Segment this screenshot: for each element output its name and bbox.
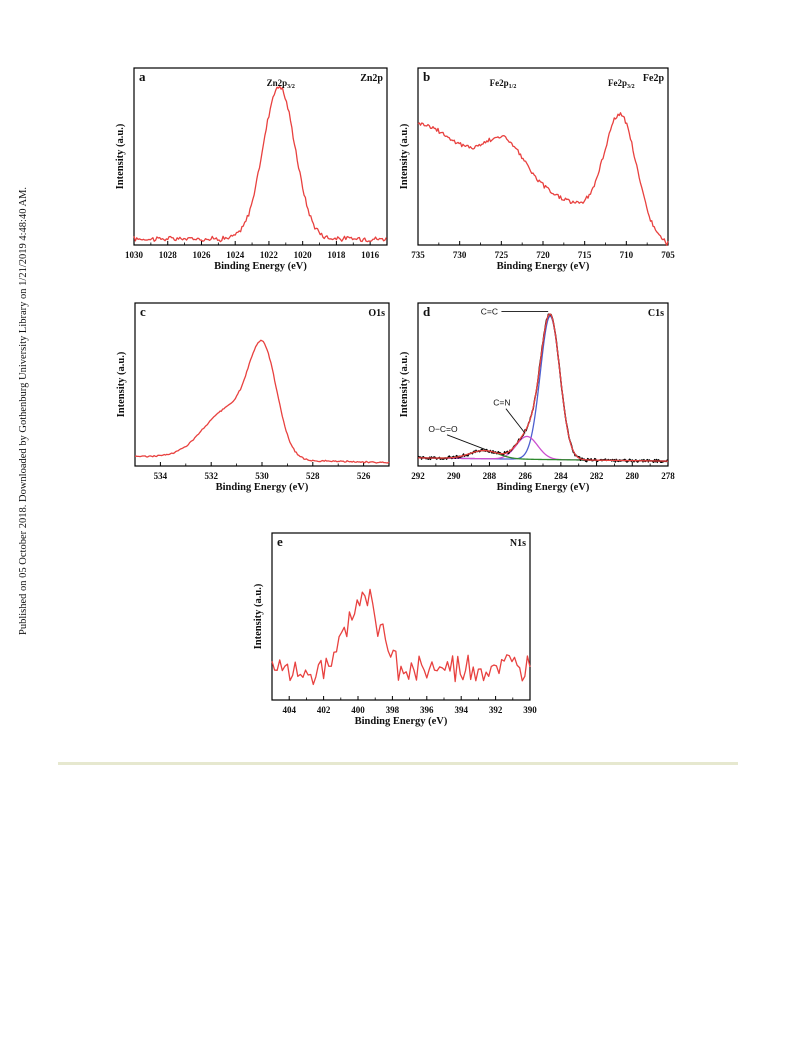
chart-e-x-tick-label: 390 bbox=[523, 705, 537, 715]
chart-e-x-axis-label: Binding Energy (eV) bbox=[355, 716, 448, 727]
chart-d-annotation-arrow bbox=[446, 434, 487, 451]
chart-e-plot-frame bbox=[271, 532, 531, 701]
chart-e-panel-letter: e bbox=[277, 534, 283, 549]
chart-c-x-tick-label: 534 bbox=[154, 471, 168, 481]
chart-d-component-label: C=N bbox=[493, 398, 510, 408]
chart-d-x-tick-label: 282 bbox=[590, 471, 604, 481]
chart-a-x-tick-label: 1018 bbox=[327, 250, 346, 260]
chart-a-x-tick-label: 1020 bbox=[294, 250, 313, 260]
chart-panel-b: 735 730 725 720 715 710 705 Binding Energy (eV)… bbox=[398, 58, 688, 290]
chart-d-x-tick-label: 286 bbox=[518, 471, 532, 481]
chart-a-x-tick-label: 1016 bbox=[361, 250, 380, 260]
chart-panel-a: 1030 1028 1026 1024 1022 1020 1018 1016 Binding … bbox=[108, 58, 398, 290]
chart-svg-e: 404 402 400 398 396 394 392 390 Binding Energy (… bbox=[253, 532, 537, 727]
bottom-divider bbox=[58, 762, 738, 765]
chart-c-plot-frame bbox=[134, 302, 390, 467]
chart-b-peak-label: Fe2p1/2 bbox=[490, 78, 517, 90]
chart-a-y-axis-label: Intensity (a.u.) bbox=[115, 123, 126, 189]
chart-b-peak-label: Fe2p3/2 bbox=[608, 78, 635, 90]
chart-b-x-tick-label: 725 bbox=[495, 250, 509, 260]
chart-b-x-tick-label: 720 bbox=[536, 250, 550, 260]
chart-c-x-tick-label: 530 bbox=[255, 471, 269, 481]
chart-a-x-tick-label: 1026 bbox=[192, 250, 211, 260]
chart-a-series-line bbox=[133, 85, 387, 243]
chart-b-series-line bbox=[417, 112, 669, 246]
chart-panel-e: 404 402 400 398 396 394 392 390 Binding Energy (… bbox=[250, 524, 540, 746]
chart-c-x-tick-label: 532 bbox=[204, 471, 218, 481]
chart-a-x-tick-label: 1022 bbox=[260, 250, 279, 260]
chart-a-panel-letter: a bbox=[139, 69, 146, 84]
chart-e-title: N1s bbox=[510, 538, 526, 549]
chart-d-annotation-arrow bbox=[505, 408, 526, 434]
chart-panel-d: 292 290 288 286 284 282 280 278 Binding Energy (… bbox=[398, 293, 688, 515]
chart-a-x-tick-label: 1028 bbox=[159, 250, 178, 260]
chart-svg-a: 1030 1028 1026 1024 1022 1020 1018 1016 Binding … bbox=[115, 67, 388, 272]
chart-e-y-axis-label: Intensity (a.u.) bbox=[253, 583, 264, 649]
chart-c-x-axis-label: Binding Energy (eV) bbox=[216, 482, 309, 493]
chart-d-x-axis-label: Binding Energy (eV) bbox=[497, 482, 590, 493]
chart-a-x-tick-label: 1024 bbox=[226, 250, 245, 260]
chart-b-y-axis-label: Intensity (a.u.) bbox=[399, 123, 410, 189]
chart-c-series-line bbox=[134, 339, 390, 464]
chart-svg-d: 292 290 288 286 284 282 280 278 Binding Energy (… bbox=[399, 302, 675, 493]
chart-c-x-tick-label: 528 bbox=[306, 471, 320, 481]
chart-a-title: Zn2p bbox=[360, 73, 383, 84]
chart-c-title: O1s bbox=[368, 308, 385, 319]
chart-a-plot-frame bbox=[133, 67, 388, 246]
chart-e-x-tick-label: 394 bbox=[454, 705, 468, 715]
chart-b-panel-letter: b bbox=[423, 69, 430, 84]
chart-b-x-tick-label: 715 bbox=[578, 250, 592, 260]
chart-e-series-line bbox=[271, 588, 531, 686]
chart-d-y-axis-label: Intensity (a.u.) bbox=[399, 351, 410, 417]
chart-d-title: C1s bbox=[648, 308, 664, 319]
chart-panel-c: 534 532 530 528 526 Binding Energy (eV) Intens… bbox=[108, 293, 398, 515]
chart-d-component-label: C=C bbox=[481, 306, 498, 316]
chart-b-title: Fe2p bbox=[643, 73, 665, 84]
chart-b-x-tick-label: 735 bbox=[411, 250, 425, 260]
chart-b-x-tick-label: 710 bbox=[620, 250, 634, 260]
chart-d-x-tick-label: 278 bbox=[661, 471, 675, 481]
chart-svg-c: 534 532 530 528 526 Binding Energy (eV) Intens… bbox=[116, 302, 390, 493]
chart-a-x-axis-label: Binding Energy (eV) bbox=[214, 261, 307, 272]
chart-a-x-tick-label: 1030 bbox=[125, 250, 144, 260]
chart-d-component-label: O−C=O bbox=[428, 424, 458, 434]
chart-d-x-tick-label: 280 bbox=[626, 471, 640, 481]
chart-d-x-tick-label: 284 bbox=[554, 471, 568, 481]
chart-d-x-tick-label: 288 bbox=[483, 471, 497, 481]
chart-b-x-axis-label: Binding Energy (eV) bbox=[497, 261, 590, 272]
chart-c-y-axis-label: Intensity (a.u.) bbox=[116, 351, 127, 417]
chart-d-series-line bbox=[417, 313, 669, 464]
chart-e-x-tick-label: 402 bbox=[317, 705, 331, 715]
chart-svg-b: 735 730 725 720 715 710 705 Binding Energy (eV)… bbox=[399, 67, 675, 272]
chart-c-x-tick-label: 526 bbox=[357, 471, 371, 481]
publication-side-note: Published on 05 October 2018. Downloaded… bbox=[2, 180, 29, 640]
chart-e-x-tick-label: 392 bbox=[489, 705, 503, 715]
chart-d-plot-frame bbox=[417, 302, 669, 467]
chart-e-x-tick-label: 400 bbox=[351, 705, 365, 715]
chart-b-x-tick-label: 705 bbox=[661, 250, 675, 260]
chart-e-x-tick-label: 396 bbox=[420, 705, 434, 715]
chart-e-x-tick-label: 398 bbox=[386, 705, 400, 715]
chart-b-x-tick-label: 730 bbox=[453, 250, 467, 260]
chart-b-plot-frame bbox=[417, 67, 669, 246]
chart-a-peak-label: Zn2p3/2 bbox=[267, 78, 295, 90]
chart-e-x-tick-label: 404 bbox=[282, 705, 296, 715]
chart-d-x-tick-label: 290 bbox=[447, 471, 461, 481]
side-note-text: Published on 05 October 2018. Downloaded… bbox=[18, 186, 29, 635]
chart-d-panel-letter: d bbox=[423, 304, 431, 319]
chart-d-x-tick-label: 292 bbox=[411, 471, 425, 481]
chart-c-panel-letter: c bbox=[140, 304, 146, 319]
chart-d-series-line bbox=[417, 313, 669, 462]
